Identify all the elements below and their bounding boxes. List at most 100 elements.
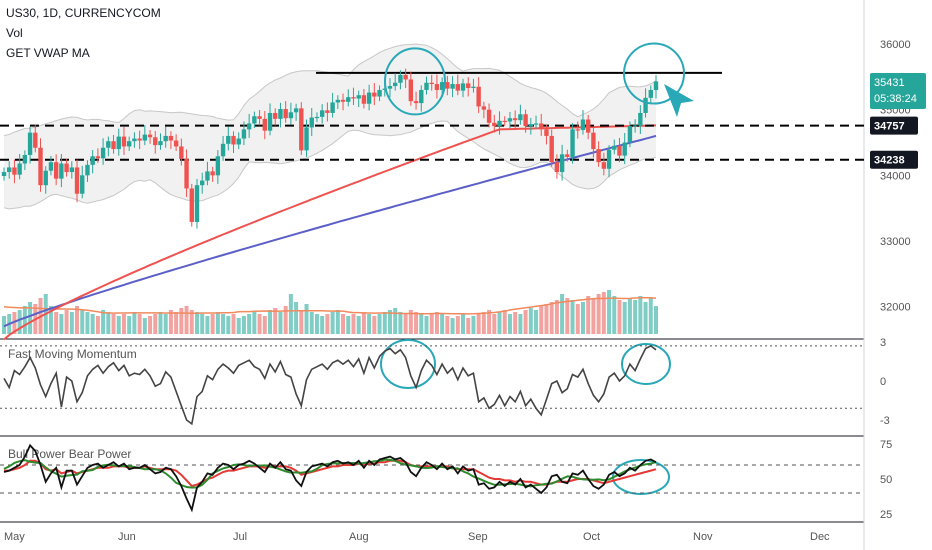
- volume-bar: [325, 314, 330, 334]
- power-panel-title: Bull Power Bear Power: [8, 447, 131, 461]
- candle-body: [194, 185, 200, 222]
- volume-bar: [544, 304, 549, 334]
- volume-bar: [236, 318, 241, 334]
- volume-bar: [377, 314, 382, 334]
- volume-bar: [132, 312, 137, 334]
- candle-body: [121, 136, 127, 147]
- volume-bar: [283, 306, 288, 334]
- candle-body: [643, 97, 648, 113]
- candle-body: [283, 109, 288, 119]
- momentum-line: [3, 344, 657, 426]
- volume-bar: [382, 312, 387, 334]
- volume-bar: [617, 300, 622, 334]
- candle-body: [476, 86, 481, 107]
- volume-bar: [534, 310, 539, 334]
- candle-body: [653, 81, 659, 90]
- candle-body: [340, 99, 346, 102]
- candle-body: [48, 162, 54, 171]
- volume-bar: [189, 310, 194, 334]
- volume-bar: [299, 310, 304, 334]
- volume-bar: [137, 314, 142, 334]
- lower-band-line: [3, 120, 657, 210]
- volume-bar: [507, 314, 512, 334]
- candle-body: [471, 86, 476, 88]
- candle-body: [549, 135, 554, 163]
- volume-bar: [330, 312, 335, 334]
- volume-bar: [121, 314, 126, 334]
- candle-body: [617, 145, 622, 156]
- candle-body: [231, 135, 236, 145]
- volume-bar: [424, 316, 429, 334]
- candle-body: [481, 106, 487, 110]
- volume-bar: [215, 312, 220, 334]
- candle-body: [502, 120, 507, 123]
- candle-body: [351, 97, 356, 99]
- volume-bar: [309, 312, 314, 334]
- candle-body: [7, 167, 12, 173]
- volume-bar: [80, 310, 85, 334]
- volume-bar: [565, 298, 570, 334]
- candle-body: [419, 89, 424, 104]
- candle-body: [429, 82, 434, 85]
- candle-body: [215, 156, 221, 176]
- volume-bar: [643, 302, 648, 334]
- candle-body: [90, 156, 95, 165]
- volume-bar: [591, 298, 596, 334]
- last-price-tag: 35431: [874, 77, 905, 89]
- candle-body: [460, 83, 466, 91]
- volume-bar: [257, 314, 262, 334]
- candle-body: [252, 116, 257, 124]
- candle-body: [288, 112, 294, 119]
- candle-body: [163, 135, 168, 142]
- candle-body: [153, 137, 158, 146]
- candle-body: [168, 135, 174, 141]
- level-high-tag: 34757: [874, 121, 905, 133]
- candle-body: [74, 167, 80, 194]
- bar-countdown: 05:38:24: [874, 93, 917, 105]
- volume-bar: [252, 312, 257, 334]
- volume-bar: [466, 318, 471, 334]
- candle-body: [497, 120, 502, 127]
- volume-bar: [200, 314, 205, 334]
- volume-bar: [570, 300, 575, 334]
- volume-bar: [367, 314, 372, 334]
- volume-bar: [294, 302, 299, 334]
- candle-body: [64, 163, 69, 173]
- time-axis-label: May: [4, 531, 25, 543]
- candle-body: [33, 132, 38, 148]
- volume-bar: [210, 314, 215, 334]
- volume-bar: [596, 294, 601, 334]
- candle-body: [142, 134, 148, 141]
- candle-body: [220, 143, 226, 157]
- candle-body: [372, 92, 377, 97]
- volume-bar: [2, 316, 6, 334]
- volume-bar: [450, 318, 455, 334]
- candle-body: [12, 167, 17, 175]
- volume-bar: [346, 316, 351, 334]
- bull-power-line: [3, 443, 657, 513]
- volume-bar: [174, 312, 179, 334]
- momentum-axis-tick: 0: [880, 376, 886, 388]
- last-price-tag-bg: [870, 73, 926, 109]
- volume-bar: [106, 312, 111, 334]
- volume-bar: [54, 312, 59, 334]
- volume-bar: [513, 312, 518, 334]
- candle-body: [570, 129, 575, 157]
- annotation-circle: [623, 42, 685, 105]
- volume-bar: [554, 300, 559, 334]
- candle-body: [559, 154, 565, 173]
- candle-body: [361, 95, 367, 104]
- candle-body: [466, 83, 471, 88]
- volume-bar: [241, 316, 246, 334]
- volume-bar: [335, 310, 340, 334]
- price-axis-tick: 33000: [880, 236, 911, 248]
- volume-bar: [268, 310, 273, 334]
- candle-body: [325, 110, 330, 113]
- candle-body: [158, 141, 163, 146]
- volume-bar: [163, 314, 168, 334]
- candle-body: [262, 118, 267, 131]
- volume-bar: [580, 302, 585, 334]
- vwap-moving-average-blue: [3, 134, 657, 328]
- volume-bar: [648, 298, 653, 334]
